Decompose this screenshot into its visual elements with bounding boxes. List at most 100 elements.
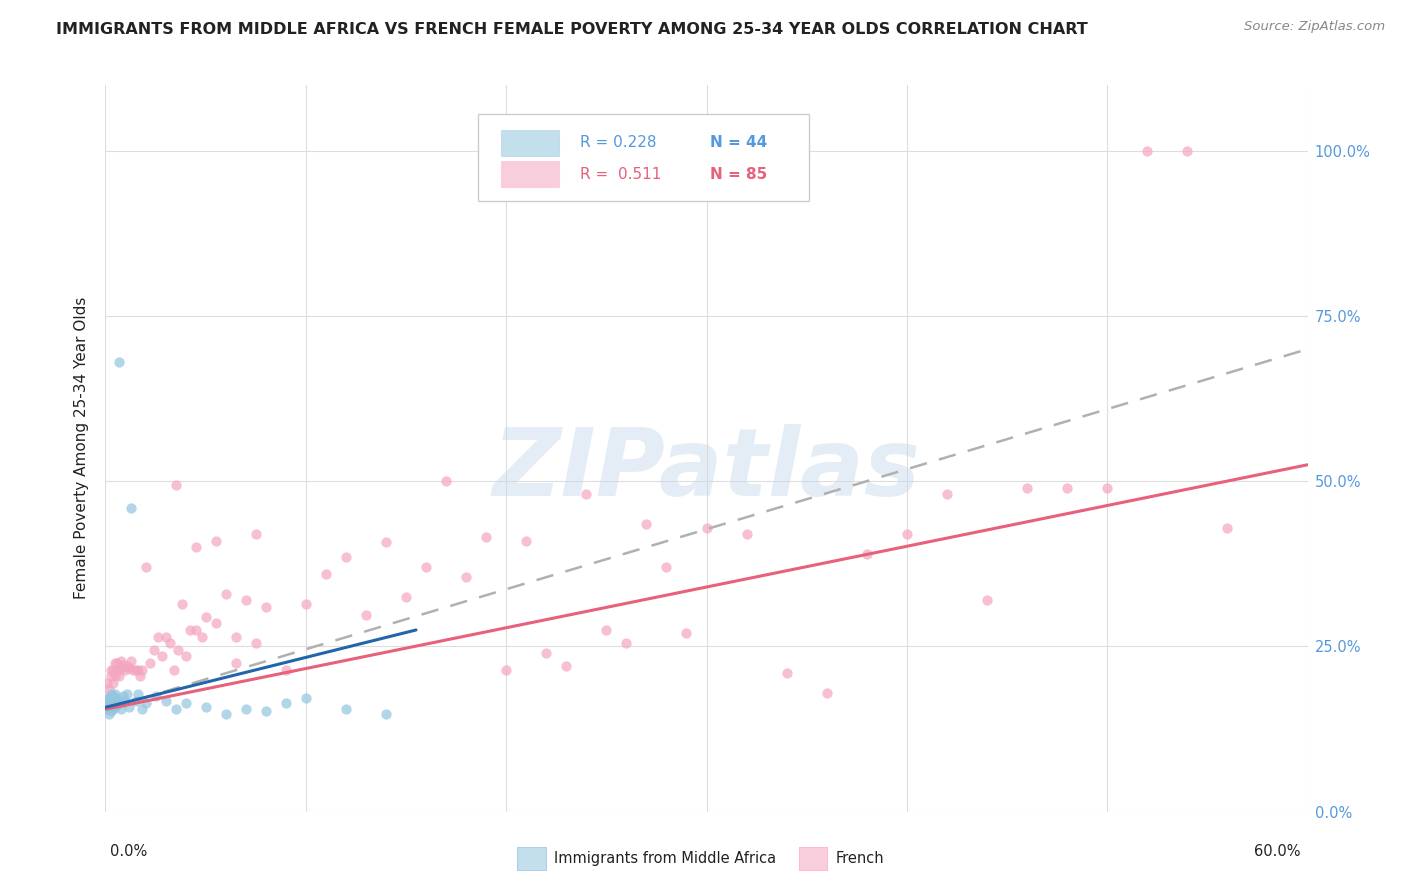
Point: [555, 659, 578, 673]
Point: [896, 527, 918, 541]
Point: [159, 636, 181, 650]
Text: 0.0%: 0.0%: [110, 845, 146, 859]
Point: [315, 566, 337, 581]
Point: [1177, 144, 1199, 158]
Point: [96, 692, 118, 706]
Point: [114, 694, 136, 708]
Point: [96, 676, 118, 690]
Point: [675, 626, 697, 640]
Point: [1056, 481, 1078, 495]
Point: [170, 597, 193, 611]
Point: [636, 517, 658, 532]
Point: [131, 663, 153, 677]
Point: [135, 560, 157, 574]
Point: [155, 630, 177, 644]
Point: [204, 616, 226, 631]
FancyBboxPatch shape: [478, 114, 808, 201]
Point: [174, 696, 197, 710]
Point: [124, 694, 146, 708]
Point: [855, 547, 877, 561]
Point: [131, 702, 153, 716]
Point: [98, 700, 121, 714]
Point: [142, 642, 165, 657]
Point: [335, 702, 357, 716]
Point: [117, 687, 139, 701]
Point: [145, 689, 167, 703]
Point: [121, 654, 143, 668]
Point: [454, 570, 477, 584]
Point: [100, 669, 122, 683]
Point: [110, 660, 132, 674]
Point: [118, 660, 141, 674]
Point: [127, 687, 149, 701]
Point: [374, 535, 398, 549]
Text: 60.0%: 60.0%: [1254, 845, 1301, 859]
Point: [100, 687, 122, 701]
Point: [100, 694, 122, 708]
Point: [155, 694, 177, 708]
Point: [103, 689, 125, 703]
Point: [1136, 144, 1159, 158]
Point: [100, 704, 122, 718]
Point: [103, 663, 125, 677]
Point: [190, 630, 212, 644]
Point: [936, 487, 959, 501]
Point: [214, 587, 236, 601]
Point: [165, 477, 187, 491]
Point: [108, 696, 131, 710]
Point: [118, 700, 141, 714]
Point: [107, 691, 129, 706]
Point: [1017, 481, 1039, 495]
Point: [98, 696, 121, 710]
Point: [184, 623, 207, 637]
Point: [395, 590, 418, 604]
Text: French: French: [835, 851, 884, 865]
Point: [595, 623, 617, 637]
Bar: [501, 161, 558, 187]
Point: [108, 355, 131, 369]
Text: N = 44: N = 44: [710, 136, 768, 151]
Bar: [501, 130, 558, 155]
Point: [124, 663, 146, 677]
Y-axis label: Female Poverty Among 25-34 Year Olds: Female Poverty Among 25-34 Year Olds: [75, 297, 90, 599]
Text: Source: ZipAtlas.com: Source: ZipAtlas.com: [1244, 20, 1385, 33]
Point: [515, 533, 537, 548]
Point: [166, 642, 188, 657]
Point: [295, 691, 318, 706]
Point: [194, 700, 217, 714]
Point: [776, 665, 799, 680]
Point: [415, 560, 437, 574]
Point: [295, 597, 318, 611]
Point: [110, 696, 132, 710]
Point: [179, 623, 201, 637]
Point: [110, 702, 132, 716]
Point: [107, 663, 129, 677]
Point: [214, 706, 236, 721]
Point: [245, 636, 267, 650]
Point: [245, 527, 267, 541]
Text: Immigrants from Middle Africa: Immigrants from Middle Africa: [554, 851, 776, 865]
Point: [96, 702, 118, 716]
Point: [254, 704, 277, 718]
Text: ZIPatlas: ZIPatlas: [492, 424, 921, 516]
Point: [655, 560, 678, 574]
Point: [98, 682, 121, 697]
Point: [112, 689, 135, 703]
Text: R =  0.511: R = 0.511: [581, 167, 662, 182]
Point: [274, 696, 297, 710]
Point: [274, 663, 297, 677]
Point: [127, 663, 149, 677]
Text: N = 85: N = 85: [710, 167, 768, 182]
Point: [235, 593, 257, 607]
Point: [354, 607, 377, 622]
Point: [184, 541, 207, 555]
Point: [107, 698, 129, 712]
Point: [104, 700, 127, 714]
Point: [815, 686, 838, 700]
Point: [103, 702, 125, 716]
Point: [616, 636, 638, 650]
Point: [100, 663, 122, 677]
Point: [225, 630, 247, 644]
Point: [696, 520, 718, 534]
Text: R = 0.228: R = 0.228: [581, 136, 657, 151]
